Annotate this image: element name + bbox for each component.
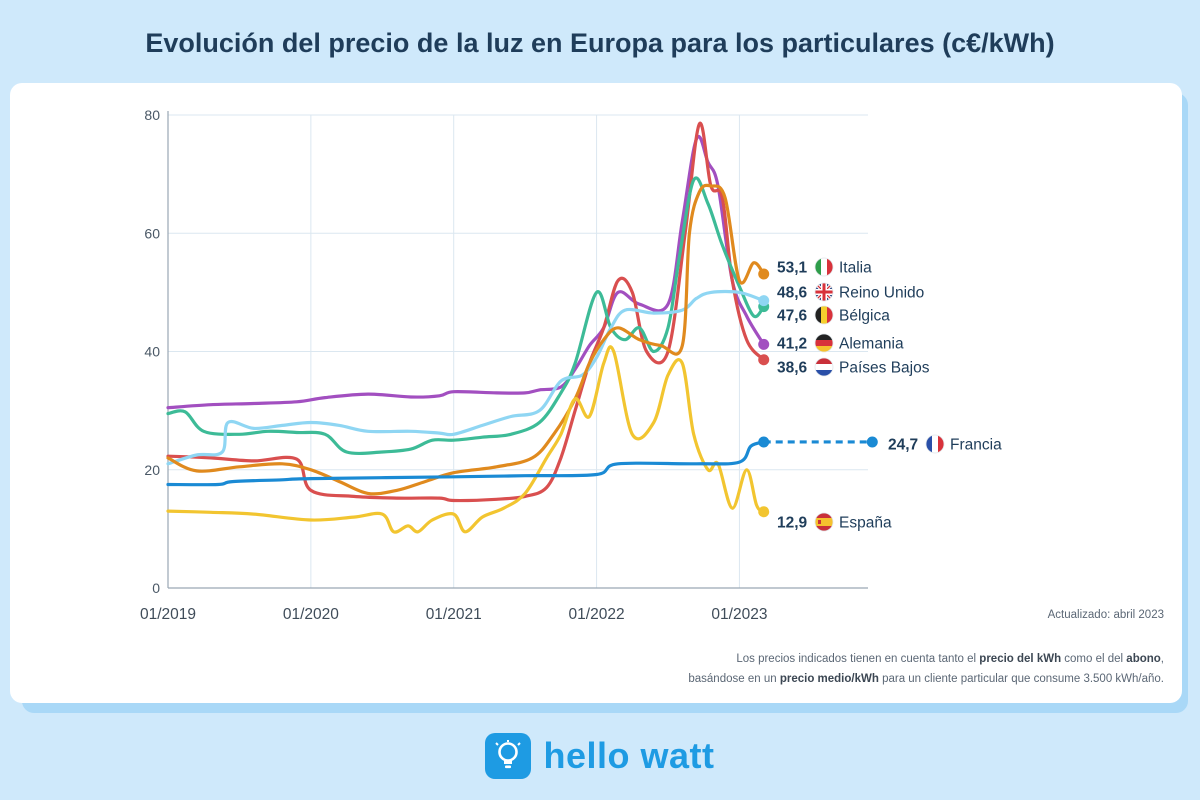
series-line-espana: [166, 345, 766, 534]
y-tick-label: 60: [144, 225, 160, 241]
series-line-reino_unido: [166, 289, 766, 466]
y-tick-label: 80: [144, 107, 160, 123]
updated-note: Actualizado: abril 2023: [1047, 609, 1164, 621]
x-tick-label: 01/2019: [140, 606, 196, 623]
footnote: Los precios indicados tienen en cuenta t…: [688, 649, 1164, 689]
legend-label-italia: Italia: [839, 260, 872, 277]
flag-nl-icon: [814, 357, 834, 377]
series-line-francia: [166, 440, 766, 487]
brand-name: hello watt: [543, 735, 715, 776]
footnote-line-2: basándose en un precio medio/kWh para un…: [688, 673, 1164, 685]
x-tick-label: 01/2020: [283, 606, 339, 623]
legend-label-alemania: Alemania: [839, 336, 904, 353]
legend-label-paises_bajos: Países Bajos: [839, 360, 930, 377]
series-point-espana: [758, 506, 770, 518]
value-label-paises_bajos: 38,6: [777, 360, 808, 377]
series-line-belgica: [166, 176, 766, 456]
value-label-francia: 24,7: [888, 437, 918, 454]
footnote-line-1: Los precios indicados tienen en cuenta t…: [736, 653, 1164, 665]
lightbulb-icon: [485, 733, 532, 779]
value-label-belgica: 47,6: [777, 308, 808, 325]
flag-fr-icon: [925, 434, 945, 454]
flag-de-icon: [814, 333, 834, 353]
y-tick-label: 20: [144, 462, 160, 478]
y-tick-label: 40: [144, 344, 160, 360]
flag-es-icon: [814, 512, 834, 532]
legend-label-espana: España: [839, 515, 892, 532]
legend-label-belgica: Bélgica: [839, 308, 890, 325]
value-label-reino_unido: 48,6: [777, 285, 808, 302]
legend-label-francia: Francia: [950, 437, 1002, 454]
series-point-francia: [758, 436, 770, 448]
series-point-reino_unido: [758, 295, 770, 307]
value-label-italia: 53,1: [777, 260, 808, 277]
value-label-espana: 12,9: [777, 515, 808, 532]
x-tick-label: 01/2021: [426, 606, 482, 623]
series-line-alemania: [166, 134, 766, 410]
flag-gb-icon: [814, 282, 834, 302]
legend-label-reino_unido: Reino Unido: [839, 285, 924, 302]
flag-it-icon: [814, 257, 834, 277]
y-tick-label: 0: [152, 580, 160, 596]
series-line-paises_bajos: [166, 121, 766, 503]
value-label-alemania: 41,2: [777, 336, 807, 353]
brand-logo: hello watt: [0, 728, 1200, 784]
series-endpoint-francia: [866, 436, 878, 448]
series-line-italia: [166, 183, 766, 496]
series-point-italia: [758, 268, 770, 280]
x-tick-label: 01/2022: [569, 606, 625, 623]
x-tick-label: 01/2023: [711, 606, 767, 623]
series-point-paises_bajos: [758, 354, 770, 366]
chart-card: 0 20 40 60 80 01/2019 01/2020 01/2021 01/2022 01/…: [10, 83, 1182, 703]
flag-be-icon: [814, 305, 834, 325]
line-chart: 0 20 40 60 80 01/2019 01/2020 01/2021 01/2022 01/…: [140, 107, 1002, 623]
series-point-alemania: [758, 338, 770, 350]
page-title: Evolución del precio de la luz en Europa…: [145, 28, 1055, 58]
